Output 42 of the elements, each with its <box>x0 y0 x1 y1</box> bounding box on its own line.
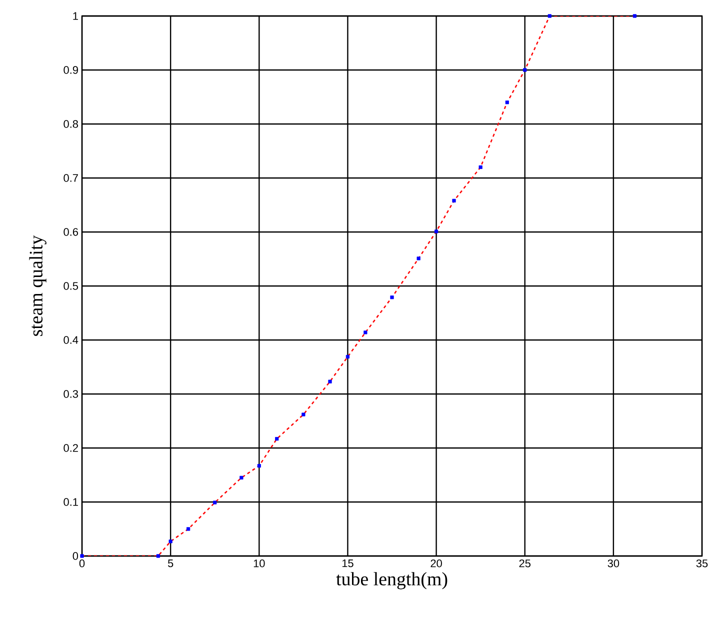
y-tick-label: 1 <box>73 12 78 20</box>
y-tick-label: 0 <box>72 552 78 560</box>
point <box>632 14 636 18</box>
y-tick-label: 0.2 <box>64 444 78 452</box>
y-tick-label: 0.8 <box>64 120 78 128</box>
x-axis-title: tube length(m) <box>336 572 448 590</box>
x-tick-label: 30 <box>608 560 620 568</box>
x-tick-label: 5 <box>168 560 174 568</box>
point <box>328 380 332 384</box>
point <box>240 476 244 480</box>
x-tick-label: 20 <box>430 560 442 568</box>
y-tick-label: 0.4 <box>64 336 78 344</box>
point <box>523 68 527 72</box>
point <box>505 100 509 104</box>
point <box>80 554 84 558</box>
point <box>478 165 482 169</box>
y-tick-label: 0.5 <box>64 282 78 290</box>
point <box>257 464 261 468</box>
point <box>346 354 350 359</box>
x-tick-label: 15 <box>342 560 354 568</box>
y-tick-label: 0.3 <box>64 390 78 398</box>
point <box>156 554 160 558</box>
point <box>275 437 279 441</box>
point <box>364 330 368 334</box>
point <box>186 527 190 531</box>
x-tick-label: 35 <box>696 560 708 568</box>
x-tick-label: 10 <box>254 560 265 568</box>
x-tick-label: 0 <box>79 560 85 568</box>
point <box>168 540 172 544</box>
y-axis-title: steam quality <box>29 235 46 336</box>
point <box>548 14 552 18</box>
point <box>452 198 456 202</box>
y-tick-label: 0.6 <box>64 228 78 236</box>
x-tick-label: 25 <box>519 560 530 568</box>
y-tick-label: 0.7 <box>64 174 78 182</box>
point <box>213 500 217 504</box>
y-tick-label: 0.9 <box>64 66 78 74</box>
y-tick-label: 0.1 <box>64 498 78 506</box>
point <box>302 412 306 416</box>
point <box>434 230 438 234</box>
point <box>390 296 394 300</box>
point <box>416 256 420 260</box>
